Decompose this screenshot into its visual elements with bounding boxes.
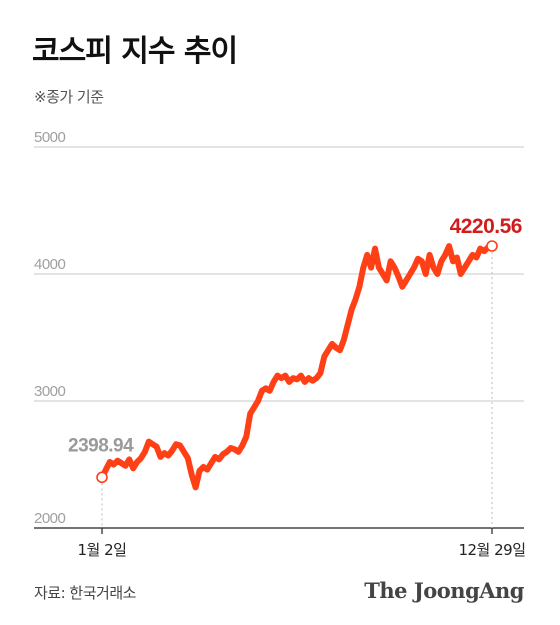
- source-note: 자료: 한국거래소: [34, 584, 136, 602]
- y-axis-ticks: 2000 3000 4000 5000: [34, 129, 66, 527]
- y-tick-label-4000: 4000: [34, 256, 66, 273]
- x-axis: 1월 2일 12월 29일: [34, 527, 526, 559]
- end-value-label: 4220.56: [450, 215, 522, 238]
- series-layer: [99, 243, 495, 491]
- publisher-logo: The JoongAng: [364, 578, 524, 603]
- chart-subtitle: ※종가 기준: [34, 88, 104, 106]
- grid-lines: [34, 146, 524, 402]
- start-value-label: 2398.94: [68, 435, 134, 456]
- markers-layer: 2398.94 4220.56: [68, 215, 523, 528]
- chart-title: 코스피 지수 추이: [32, 34, 238, 69]
- y-tick-label-2000: 2000: [34, 510, 66, 527]
- kospi-series-line: [99, 243, 495, 491]
- x-tick-label-1: 12월 29일: [458, 541, 525, 559]
- end-point-marker: [486, 240, 498, 252]
- y-tick-label-5000: 5000: [34, 129, 66, 146]
- y-tick-label-3000: 3000: [34, 383, 66, 400]
- start-point-marker: [96, 471, 108, 484]
- x-tick-label-0: 1월 2일: [78, 541, 127, 559]
